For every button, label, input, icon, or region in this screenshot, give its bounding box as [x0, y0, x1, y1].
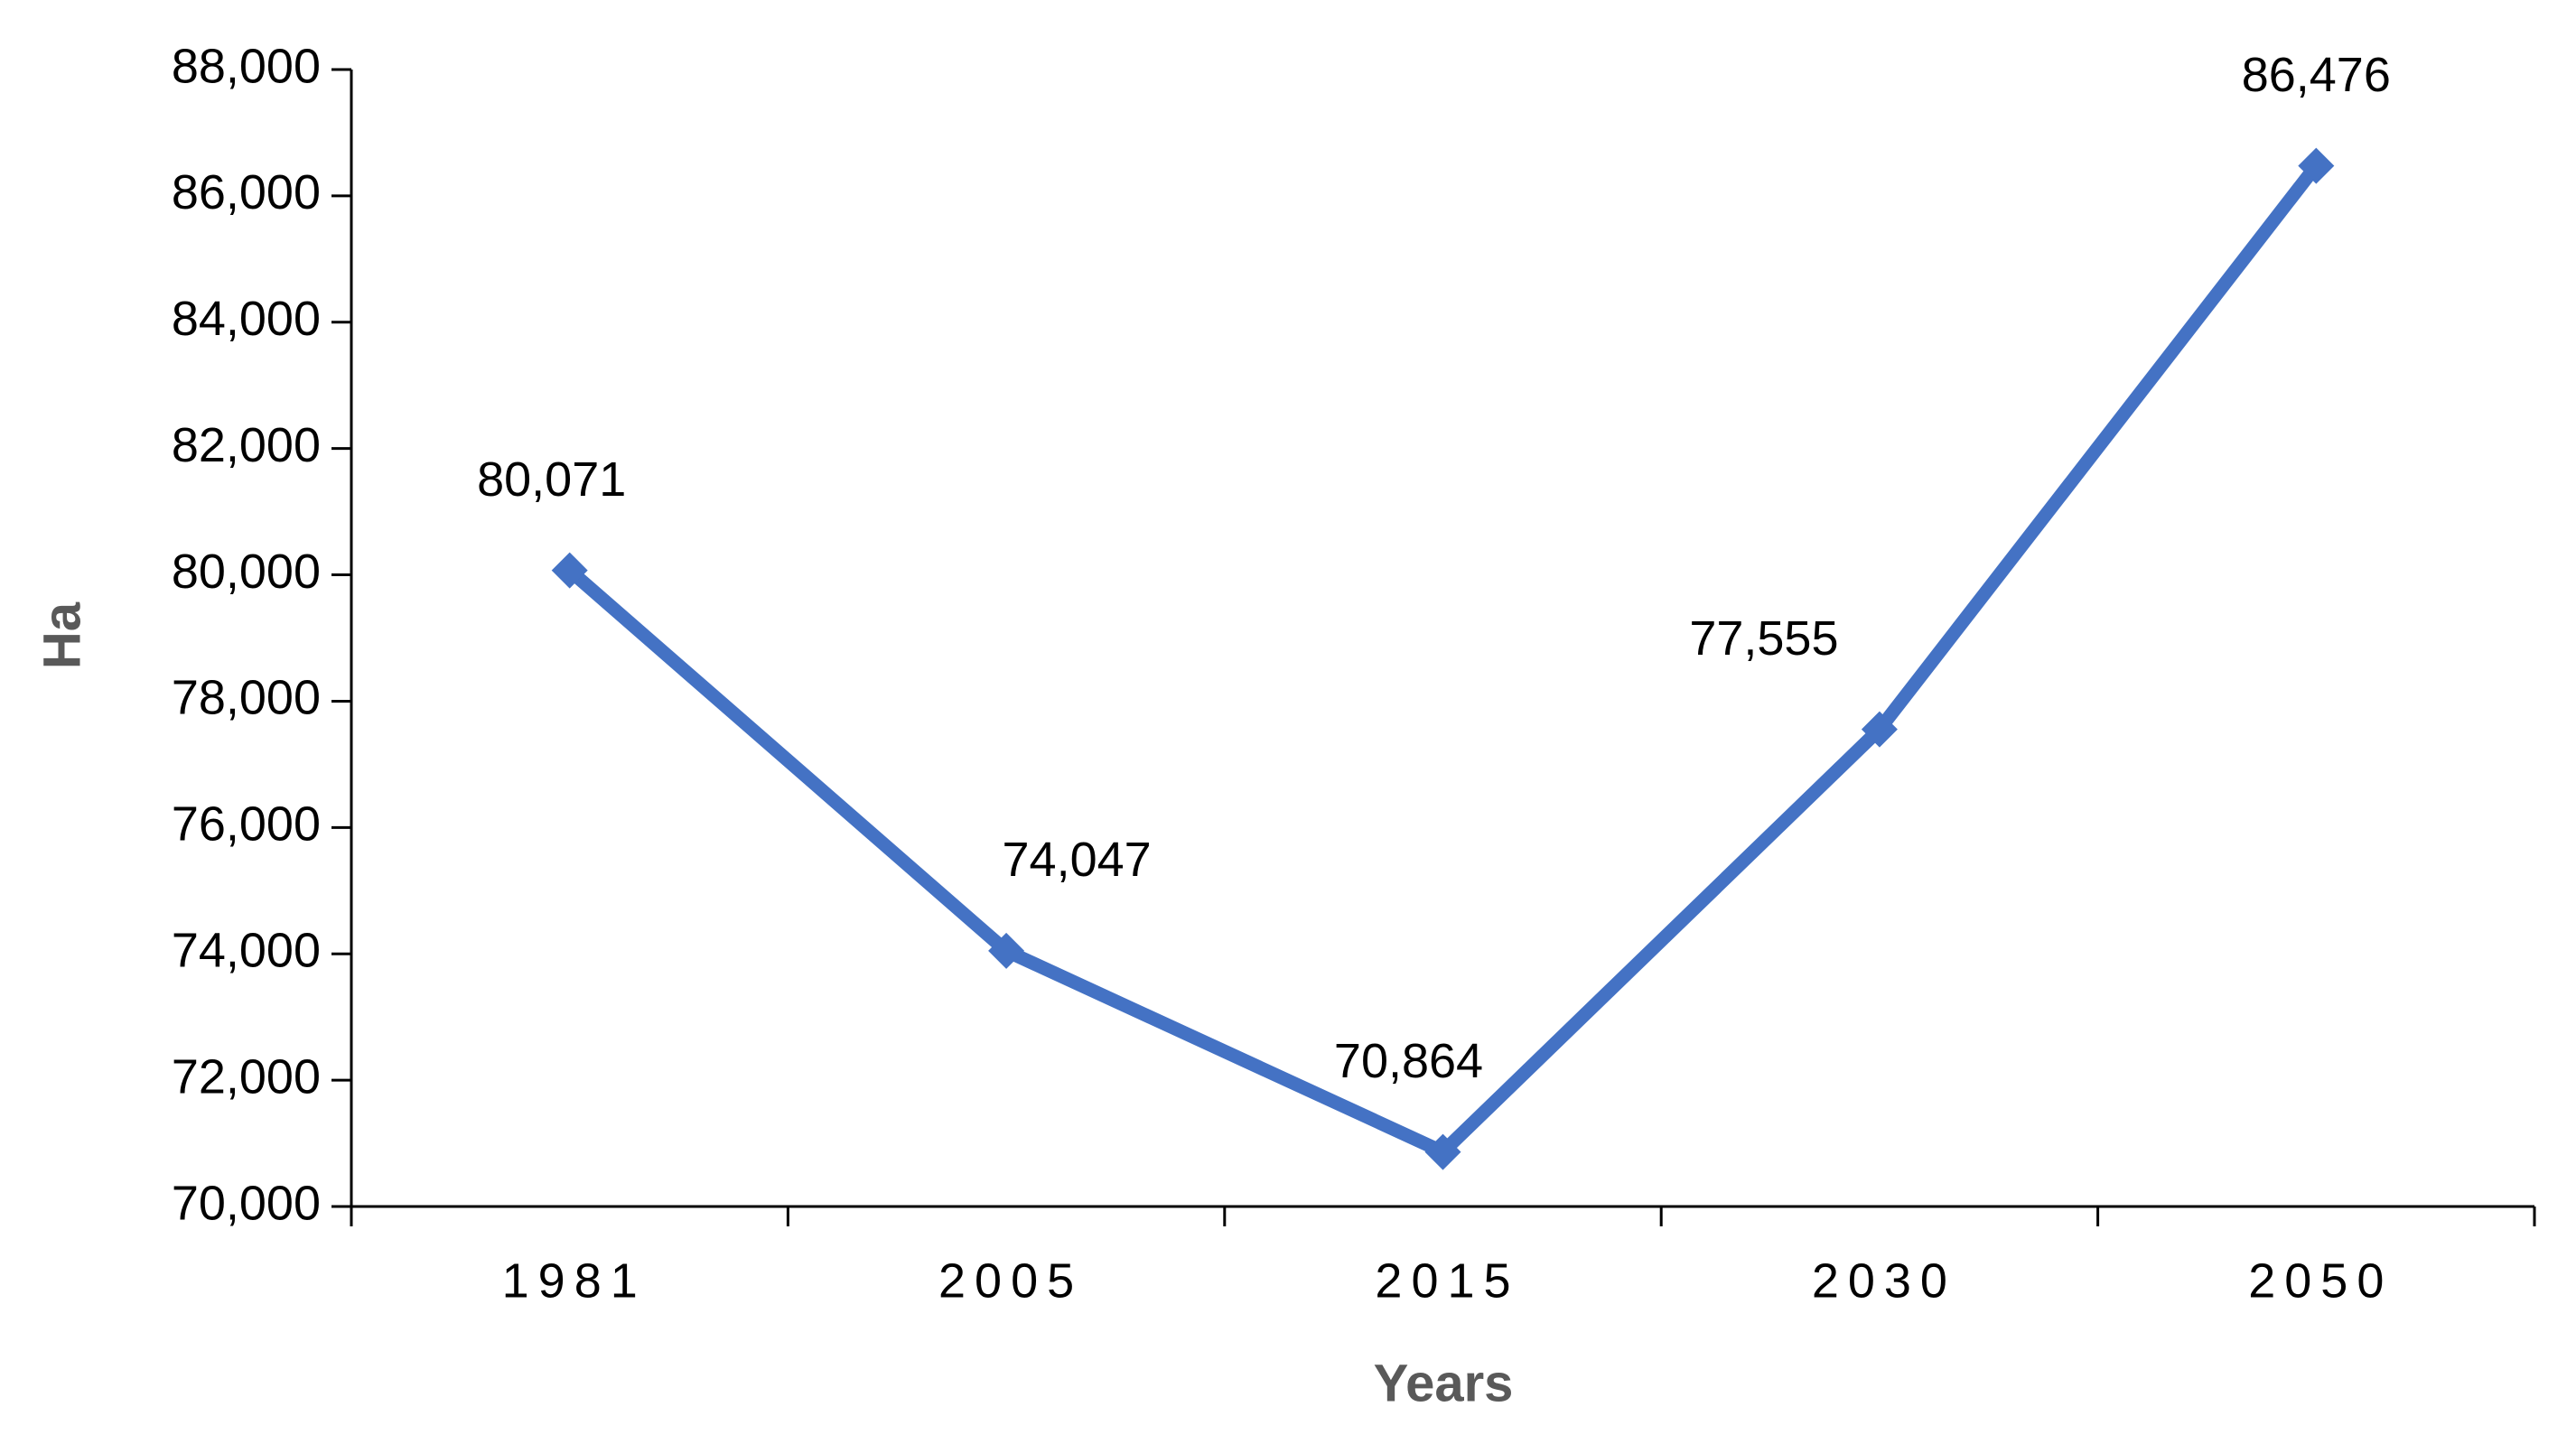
- data-label: 70,864: [1334, 1034, 1483, 1088]
- y-tick-label: 72,000: [172, 1049, 321, 1104]
- y-tick-label: 70,000: [172, 1176, 321, 1230]
- x-tick-label: 2050: [2248, 1253, 2393, 1308]
- y-tick-label: 82,000: [172, 418, 321, 472]
- marker: [988, 932, 1025, 969]
- data-label: 86,476: [2242, 48, 2391, 102]
- x-tick-label: 2015: [1375, 1253, 1519, 1308]
- data-label: 80,071: [477, 452, 626, 507]
- series-line: [565, 162, 2322, 1160]
- y-tick-label: 76,000: [172, 797, 321, 852]
- marker: [551, 552, 588, 589]
- x-tick-label: 2005: [938, 1253, 1083, 1308]
- y-tick-label: 84,000: [172, 292, 321, 346]
- y-tick-label: 74,000: [172, 923, 321, 977]
- marker: [1861, 711, 1898, 748]
- x-tick-label: 1981: [502, 1253, 647, 1308]
- data-label: 77,555: [1689, 611, 1838, 666]
- data-label: 74,047: [1003, 833, 1152, 887]
- y-tick-label: 80,000: [172, 545, 321, 599]
- y-tick-label: 78,000: [172, 671, 321, 725]
- marker: [1424, 1133, 1461, 1170]
- y-axis-title: Ha: [33, 601, 91, 669]
- marker: [2298, 147, 2335, 184]
- x-tick-label: 2030: [1812, 1253, 1956, 1308]
- y-tick-label: 88,000: [172, 39, 321, 93]
- y-tick-label: 86,000: [172, 165, 321, 219]
- x-axis-title: Years: [1374, 1354, 1514, 1412]
